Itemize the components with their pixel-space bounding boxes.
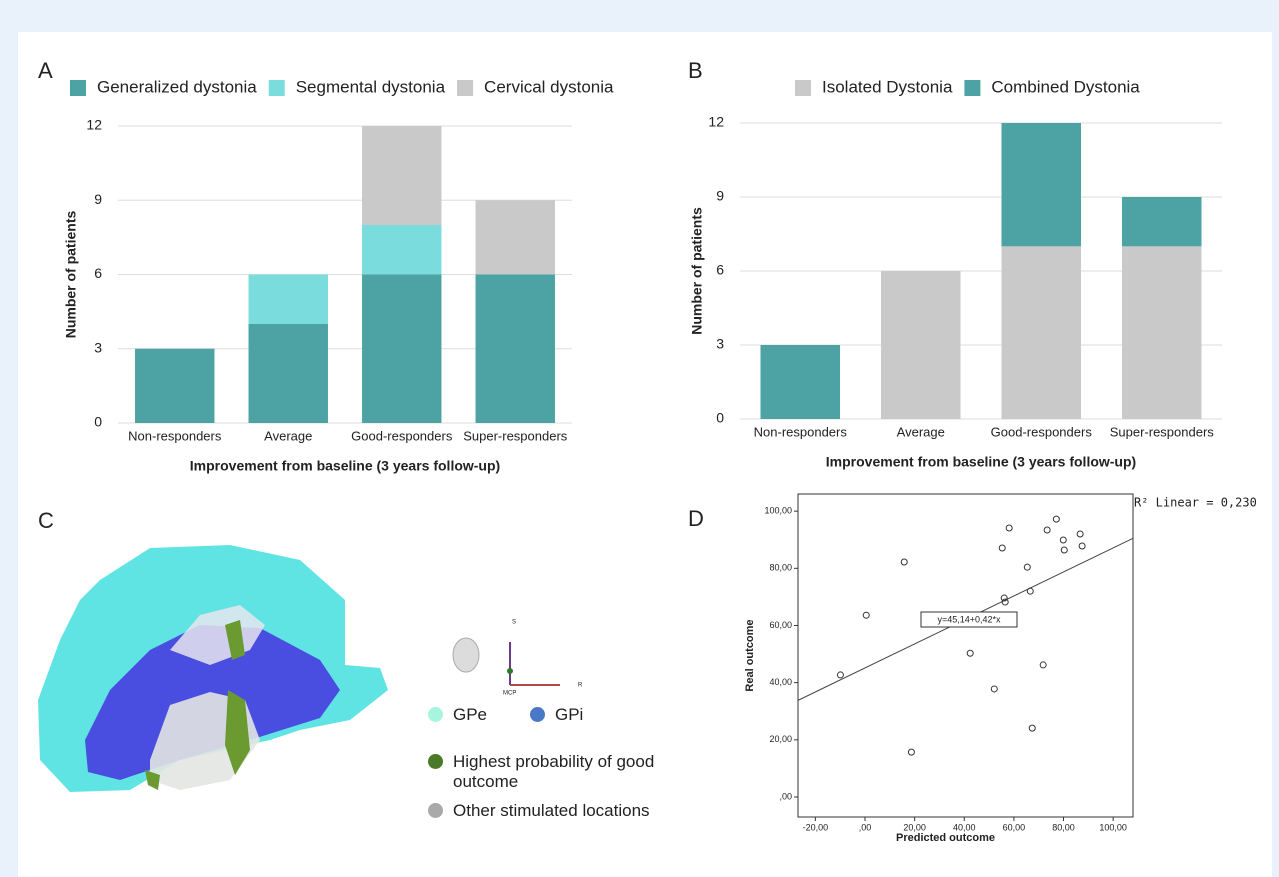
y-tick-label: 100,00 [764,506,792,516]
figure: C S MCP R A 0 3 6 9 12 Non-responders Average Go… [0,0,1279,877]
bar-segment [476,200,555,274]
y-tick-label: 12 [708,114,724,130]
bar-segment [760,345,840,419]
orientation-label: MCP [503,691,516,697]
x-tick-label: Super-responders [463,428,568,443]
bar-segment [249,275,328,325]
x-tick-label: Average [264,428,312,443]
panel-label: D [688,506,704,531]
legend-swatch [428,754,443,769]
y-tick-label: 9 [94,191,102,207]
panel-label: A [38,58,53,83]
y-axis-label: Real outcome [744,619,756,691]
x-tick-label: Non-responders [128,428,222,443]
legend-item: GPi [530,705,630,725]
legend-label: Other stimulated locations [453,801,650,821]
y-tick-label: ,00 [779,791,792,801]
legend-swatch [795,80,811,96]
x-tick-label: Good-responders [351,428,453,443]
y-tick-label: 0 [94,414,102,430]
y-tick-label: 9 [716,188,724,204]
legend-item: Other stimulated locations [428,801,688,821]
x-tick-label: 100,00 [1099,822,1127,832]
legend-label: Segmental dystonia [296,77,446,96]
y-tick-label: 12 [86,117,102,133]
x-axis-label: Predicted outcome [896,832,995,844]
bar-segment [362,275,441,424]
x-tick-label: -20,00 [803,822,829,832]
y-tick-label: 40,00 [769,677,792,687]
bar-segment [1122,246,1202,419]
y-tick-label: 3 [94,339,102,355]
figure-canvas: C S MCP R A 0 3 6 9 12 Non-responders Average Go… [0,0,1279,877]
legend-swatch [269,80,285,96]
bar-segment [135,349,214,423]
bar-segment [1001,123,1081,246]
x-tick-label: 80,00 [1052,822,1075,832]
x-tick-label: Non-responders [754,424,848,439]
orientation-label: R [578,683,583,689]
x-tick-label: Average [897,424,945,439]
y-tick-label: 60,00 [769,620,792,630]
x-tick-label: 40,00 [953,822,976,832]
legend-label: GPe [453,705,487,725]
bar-segment [476,275,555,424]
legend-label: Highest probability of good outcome [453,752,668,792]
x-axis-label: Improvement from baseline (3 years follo… [190,458,500,474]
bar-segment [881,271,961,419]
y-tick-label: 80,00 [769,563,792,573]
panel-label: B [688,58,703,83]
legend-swatch [70,80,86,96]
legend-swatch [457,80,473,96]
legend-label: Generalized dystonia [97,77,257,96]
r2-label: R² Linear = 0,230 [1134,496,1257,510]
x-tick-label: Super-responders [1110,424,1215,439]
x-tick-label: 20,00 [903,822,926,832]
y-tick-label: 3 [716,336,724,352]
x-axis-label: Improvement from baseline (3 years follo… [826,454,1136,470]
legend-label: Isolated Dystonia [822,77,953,96]
y-tick-label: 6 [94,265,102,281]
y-axis-label: Number of patients [689,207,705,335]
y-tick-label: 20,00 [769,734,792,744]
bar-segment [1122,197,1202,246]
legend-item: GPe [428,705,528,725]
fit-label: y=45,14+0,42*x [937,614,1001,624]
x-tick-label: 60,00 [1003,822,1026,832]
legend-label: Cervical dystonia [484,77,614,96]
legend-label: Combined Dystonia [991,77,1140,96]
x-tick-label: ,00 [859,822,872,832]
x-tick-label: Good-responders [991,424,1093,439]
legend-label: GPi [555,705,583,725]
legend-swatch [964,80,980,96]
y-axis-label: Number of patients [63,211,79,339]
legend-swatch [428,803,443,818]
legend-swatch [428,707,443,722]
panel-label: C [38,508,54,533]
legend-swatch [530,707,545,722]
y-tick-label: 0 [716,410,724,426]
bar-segment [362,225,441,275]
bar-segment [362,126,441,225]
bar-segment [249,324,328,423]
legend-item: Highest probability of good outcome [428,752,668,792]
bar-segment [1001,246,1081,419]
orientation-label: S [512,620,516,626]
y-tick-label: 6 [716,262,724,278]
